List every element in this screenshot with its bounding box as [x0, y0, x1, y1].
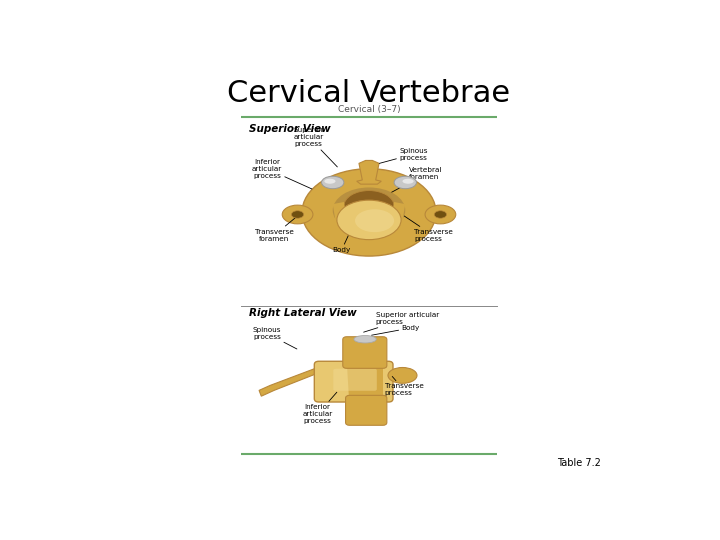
Text: Transverse
process: Transverse process	[384, 376, 423, 396]
Ellipse shape	[337, 200, 401, 240]
Text: Inferior
articular
process: Inferior articular process	[302, 392, 337, 424]
FancyBboxPatch shape	[315, 361, 393, 402]
Ellipse shape	[282, 205, 313, 224]
Text: Inferior
articular
process: Inferior articular process	[252, 159, 312, 189]
Polygon shape	[392, 202, 405, 221]
Text: Superior
articular
process: Superior articular process	[293, 127, 338, 167]
Ellipse shape	[333, 187, 405, 233]
Text: Spinous
process: Spinous process	[379, 148, 428, 164]
Polygon shape	[356, 160, 382, 184]
Ellipse shape	[344, 191, 394, 222]
FancyBboxPatch shape	[346, 395, 387, 426]
Ellipse shape	[355, 210, 394, 232]
FancyBboxPatch shape	[343, 337, 387, 368]
Ellipse shape	[402, 179, 413, 184]
Text: Cervical Vertebrae: Cervical Vertebrae	[228, 79, 510, 109]
Text: Transverse
process: Transverse process	[402, 215, 453, 242]
Text: Right Lateral View: Right Lateral View	[249, 308, 357, 318]
Polygon shape	[347, 366, 383, 399]
Text: Table 7.2: Table 7.2	[557, 458, 600, 468]
Ellipse shape	[322, 176, 344, 188]
FancyBboxPatch shape	[333, 369, 377, 391]
Ellipse shape	[425, 205, 456, 224]
Text: Superior articular
process: Superior articular process	[364, 312, 439, 332]
Polygon shape	[259, 363, 326, 396]
Polygon shape	[310, 206, 316, 221]
Polygon shape	[422, 206, 428, 221]
Ellipse shape	[354, 335, 377, 343]
Ellipse shape	[324, 179, 336, 184]
Ellipse shape	[394, 176, 416, 188]
Ellipse shape	[388, 368, 417, 383]
Text: Vertebral
foramen: Vertebral foramen	[382, 167, 443, 197]
Polygon shape	[333, 202, 347, 221]
Text: Body: Body	[333, 219, 356, 253]
Ellipse shape	[302, 168, 436, 256]
Ellipse shape	[292, 211, 304, 218]
Text: Superior View: Superior View	[249, 124, 330, 134]
Text: Cervical (3–7): Cervical (3–7)	[338, 105, 400, 114]
Text: Body: Body	[372, 325, 420, 335]
Ellipse shape	[434, 211, 446, 218]
Text: Transverse
foramen: Transverse foramen	[255, 215, 299, 242]
Text: Spinous
process: Spinous process	[253, 327, 297, 349]
